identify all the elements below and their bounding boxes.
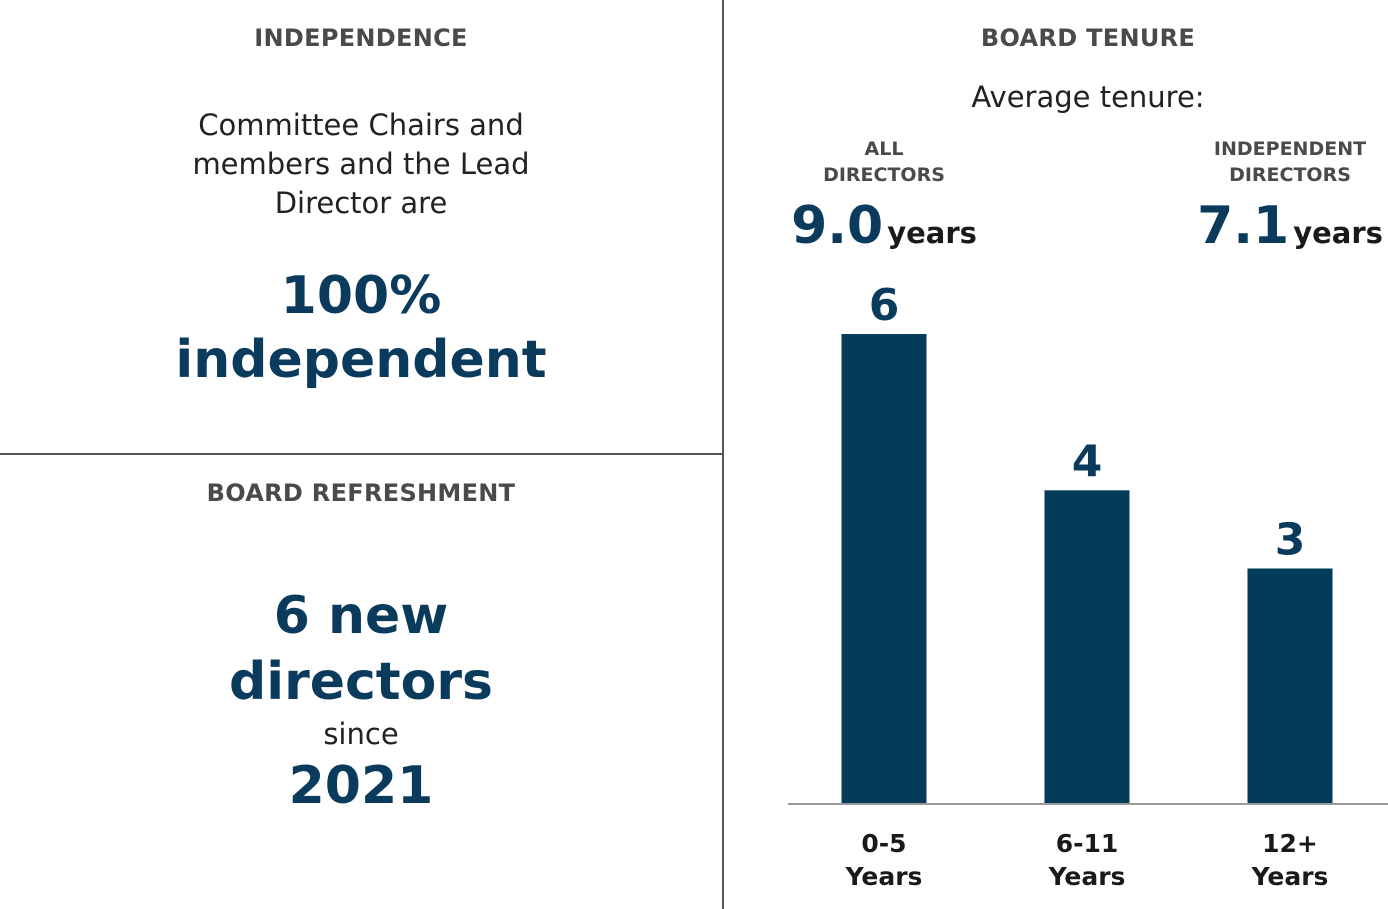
bar-value-label: 6	[869, 280, 900, 331]
refreshment-heading: BOARD REFRESHMENT	[206, 479, 516, 507]
independent-directors-stat: 7.1 years	[1190, 196, 1388, 256]
all-directors-stat: 9.0 years	[784, 196, 984, 256]
x-tick-label: Years	[845, 862, 923, 891]
x-tick-label: 12+	[1262, 829, 1318, 858]
independence-panel: INDEPENDENCE Committee Chairs and member…	[0, 0, 722, 453]
all-directors-label-line-2: DIRECTORS	[823, 164, 945, 186]
bar-0-5	[841, 334, 927, 803]
refreshment-stat-line-1: 6 new	[273, 586, 449, 646]
independent-directors-value: 7.1	[1197, 196, 1290, 256]
tenure-bar-chart: 6 0-5 Years 4 6-11 Years 3 12+ Years	[788, 280, 1388, 891]
x-tick-label: 0-5	[861, 829, 906, 858]
all-directors-unit: years	[887, 216, 977, 250]
independent-directors-label: INDEPENDENT DIRECTORS	[1190, 136, 1388, 188]
all-directors-label: ALL DIRECTORS	[784, 136, 984, 188]
x-tick-label: Years	[1251, 862, 1329, 891]
independence-stat-label: independent	[175, 330, 547, 390]
all-directors-label-line-1: ALL	[864, 138, 904, 160]
independent-directors-unit: years	[1293, 216, 1383, 250]
bar-6-11	[1044, 490, 1130, 803]
horizontal-divider	[0, 453, 723, 455]
independent-directors-label-line-1: INDEPENDENT	[1213, 138, 1367, 160]
tenure-panel: BOARD TENURE Average tenure: ALL DIRECTO…	[724, 0, 1388, 909]
independence-line-3: Director are	[274, 186, 448, 220]
independence-line-2: members and the Lead	[192, 147, 530, 181]
vertical-divider	[722, 0, 724, 909]
independent-directors-label-line-2: DIRECTORS	[1229, 164, 1351, 186]
bar-value-label: 3	[1275, 515, 1306, 566]
independence-description: Committee Chairs and members and the Lea…	[0, 106, 722, 223]
tenure-subheading: Average tenure:	[971, 80, 1205, 114]
independence-stat-value: 100%	[280, 266, 442, 326]
tenure-heading: BOARD TENURE	[980, 24, 1196, 52]
independence-heading: INDEPENDENCE	[254, 24, 468, 52]
refreshment-year: 2021	[288, 756, 434, 816]
x-tick-label: Years	[1048, 862, 1126, 891]
refreshment-panel: BOARD REFRESHMENT 6 new directors since …	[0, 455, 722, 909]
independence-line-1: Committee Chairs and	[198, 108, 524, 142]
all-directors-value: 9.0	[791, 196, 884, 256]
refreshment-stat-line-2: directors	[229, 652, 493, 712]
bar-12+	[1247, 568, 1333, 803]
bar-value-label: 4	[1072, 436, 1103, 487]
refreshment-since: since	[323, 717, 399, 751]
x-tick-label: 6-11	[1056, 829, 1119, 858]
